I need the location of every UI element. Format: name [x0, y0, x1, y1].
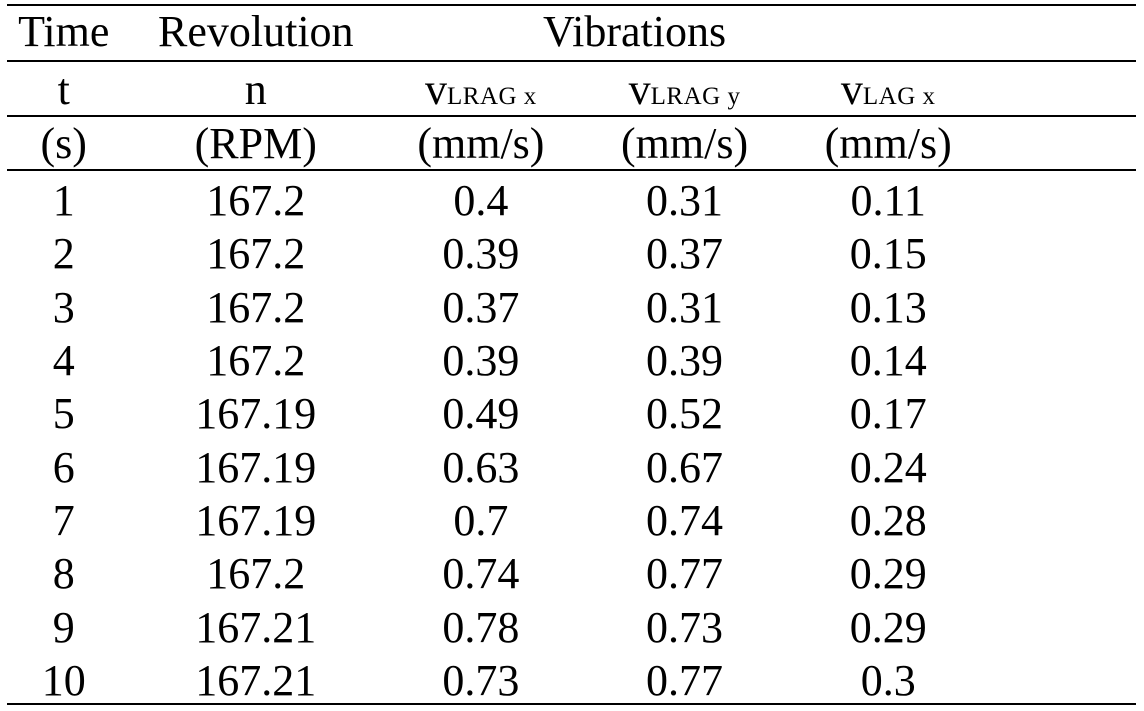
table-row: 5 167.19 0.49 0.52 0.17	[7, 387, 1136, 440]
cell-v-lrag-y: 0.39	[646, 336, 724, 386]
cell-v-lrag-x: 0.39	[442, 229, 520, 279]
cell-time: 5	[52, 389, 75, 439]
header-unit-v-lag-x: (mm/s)	[824, 118, 952, 168]
table-row: 7 167.19 0.7 0.74 0.28	[7, 494, 1136, 547]
cell-time: 4	[52, 336, 75, 386]
cell-revolution: 167.2	[206, 229, 306, 279]
cell-v-lrag-x: 0.7	[453, 495, 509, 545]
header-symbol-v-lag-x: vLAG x	[840, 64, 936, 114]
cell-v-lrag-x: 0.39	[442, 336, 520, 386]
cell-time: 2	[52, 229, 75, 279]
header-symbol-v-lrag-y: vLRAG y	[628, 64, 741, 114]
cell-v-lag-x: 0.15	[849, 229, 927, 279]
cell-v-lrag-x: 0.78	[442, 602, 520, 652]
cell-time: 7	[52, 495, 75, 545]
cell-v-lrag-y: 0.52	[646, 389, 724, 439]
cell-revolution: 167.2	[206, 176, 306, 226]
cell-v-lag-x: 0.14	[849, 336, 927, 386]
cell-v-lrag-y: 0.31	[646, 176, 724, 226]
table-row: 10 167.21 0.73 0.77 0.3	[7, 654, 1136, 707]
cell-time: 10	[41, 655, 86, 705]
cell-v-lag-x: 0.3	[860, 655, 916, 705]
header-row-titles: Time Revolution Vibrations	[7, 0, 1136, 62]
header-unit-t: (s)	[40, 118, 87, 168]
cell-time: 9	[52, 602, 75, 652]
cell-v-lag-x: 0.11	[850, 176, 926, 226]
cell-v-lrag-x: 0.37	[442, 282, 520, 332]
cell-v-lrag-x: 0.49	[442, 389, 520, 439]
cell-v-lrag-y: 0.74	[646, 495, 724, 545]
cell-v-lrag-x: 0.4	[453, 176, 509, 226]
cell-revolution: 167.21	[195, 655, 317, 705]
header-revolution: Revolution	[158, 6, 354, 56]
cell-v-lrag-y: 0.67	[646, 442, 724, 492]
header-time: Time	[18, 6, 110, 56]
cell-revolution: 167.2	[206, 336, 306, 386]
table-row: 6 167.19 0.63 0.67 0.24	[7, 440, 1136, 493]
header-rule-1	[7, 60, 1136, 62]
cell-v-lag-x: 0.28	[849, 495, 927, 545]
cell-time: 8	[52, 549, 75, 599]
table-row: 4 167.2 0.39 0.39 0.14	[7, 334, 1136, 387]
header-symbol-n: n	[244, 64, 267, 114]
header-row-units: (s) (RPM) (mm/s) (mm/s) (mm/s)	[7, 116, 1136, 170]
cell-v-lag-x: 0.17	[849, 389, 927, 439]
cell-v-lrag-x: 0.63	[442, 442, 520, 492]
cell-v-lrag-x: 0.74	[442, 549, 520, 599]
cell-v-lag-x: 0.24	[849, 442, 927, 492]
table-row: 1 167.2 0.4 0.31 0.11	[7, 174, 1136, 227]
cell-revolution: 167.2	[206, 282, 306, 332]
cell-revolution: 167.21	[195, 602, 317, 652]
cell-time: 6	[52, 442, 75, 492]
header-rule-3	[7, 169, 1136, 171]
table-row: 2 167.2 0.39 0.37 0.15	[7, 227, 1136, 280]
header-unit-n: (RPM)	[194, 118, 317, 168]
header-rule-2	[7, 115, 1136, 117]
header-symbol-v-lrag-x: vLRAG x	[425, 64, 537, 114]
table-body: 1 167.2 0.4 0.31 0.11 2 167.2 0.39 0.37 0.15 3 167.…	[7, 170, 1136, 707]
cell-time: 1	[52, 176, 75, 226]
header-unit-v-lrag-y: (mm/s)	[621, 118, 749, 168]
cell-v-lrag-y: 0.37	[646, 229, 724, 279]
table-row: 3 167.2 0.37 0.31 0.13	[7, 281, 1136, 334]
cell-revolution: 167.19	[195, 389, 317, 439]
table-bottom-rule	[7, 703, 1136, 705]
header-unit-v-lrag-x: (mm/s)	[417, 118, 545, 168]
cell-v-lrag-y: 0.73	[646, 602, 724, 652]
cell-v-lag-x: 0.29	[849, 602, 927, 652]
cell-v-lrag-y: 0.77	[646, 549, 724, 599]
header-symbol-t: t	[57, 64, 70, 114]
table-row: 9 167.21 0.78 0.73 0.29	[7, 600, 1136, 653]
cell-v-lrag-x: 0.73	[442, 655, 520, 705]
cell-revolution: 167.19	[195, 495, 317, 545]
cell-v-lag-x: 0.29	[849, 549, 927, 599]
table-row: 8 167.2 0.74 0.77 0.29	[7, 547, 1136, 600]
cell-revolution: 167.2	[206, 549, 306, 599]
cell-revolution: 167.19	[195, 442, 317, 492]
cell-v-lag-x: 0.13	[849, 282, 927, 332]
cell-v-lrag-y: 0.31	[646, 282, 724, 332]
table-top-rule	[7, 4, 1136, 6]
header-row-symbols: t n vLRAG x vLRAG y vLAG x	[7, 62, 1136, 116]
cell-v-lrag-y: 0.77	[646, 655, 724, 705]
data-table: Time Revolution Vibrations t n vLRAG x v…	[7, 0, 1136, 707]
header-vibrations: Vibrations	[542, 6, 727, 56]
cell-time: 3	[52, 282, 75, 332]
